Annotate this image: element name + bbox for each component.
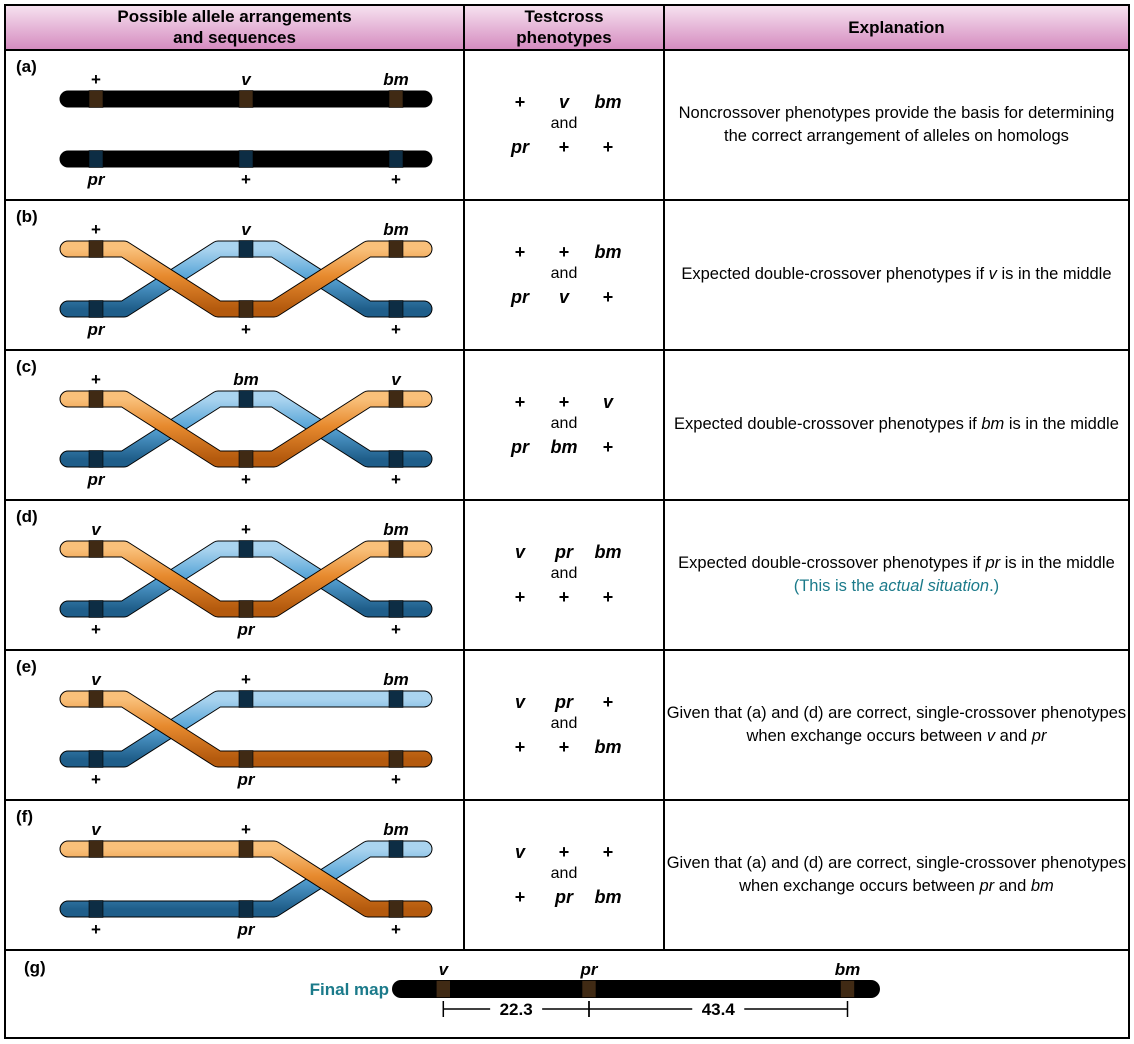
diagram-f: (f) v + bm + pr + bbox=[5, 800, 464, 950]
svg-text:v: v bbox=[391, 370, 402, 389]
svg-text:+: + bbox=[241, 470, 251, 489]
svg-text:bm: bm bbox=[233, 370, 259, 389]
diagram-a: (a) + v bm pr + + bbox=[5, 50, 464, 200]
svg-text:(g): (g) bbox=[24, 958, 46, 977]
svg-text:pr: pr bbox=[237, 620, 256, 639]
svg-text:+: + bbox=[91, 370, 101, 389]
row-label: (a) bbox=[16, 57, 37, 77]
row-label: (b) bbox=[16, 207, 38, 227]
row-label: (d) bbox=[16, 507, 38, 527]
header-diagram: Possible allele arrangementsand sequence… bbox=[5, 5, 464, 50]
phenotypes-b: ++bm and prv+ bbox=[464, 200, 664, 350]
row-label: (e) bbox=[16, 657, 37, 677]
svg-text:pr: pr bbox=[237, 770, 256, 789]
svg-text:pr: pr bbox=[580, 960, 599, 979]
phenotypes-f: v++ and +prbm bbox=[464, 800, 664, 950]
svg-text:v: v bbox=[241, 220, 252, 239]
svg-text:Final map: Final map bbox=[310, 980, 389, 999]
explanation-b: Expected double-crossover phenotypes if … bbox=[664, 200, 1129, 350]
row-label: (f) bbox=[16, 807, 33, 827]
header-row: Possible allele arrangementsand sequence… bbox=[5, 5, 1129, 50]
svg-text:+: + bbox=[91, 220, 101, 239]
phenotypes-a: +vbm and pr++ bbox=[464, 50, 664, 200]
genetics-table: Possible allele arrangementsand sequence… bbox=[4, 4, 1130, 1039]
svg-text:+: + bbox=[91, 70, 101, 89]
explanation-a: Noncrossover phenotypes provide the basi… bbox=[664, 50, 1129, 200]
table-body: (a) + v bm pr + + +vbm and pr++ Noncrossover … bbox=[5, 50, 1129, 1038]
svg-text:v: v bbox=[439, 960, 450, 979]
svg-text:+: + bbox=[241, 670, 251, 689]
svg-text:+: + bbox=[91, 920, 101, 939]
phenotypes-e: vpr+ and ++bm bbox=[464, 650, 664, 800]
diagram-c: (c) + bm v pr + + bbox=[5, 350, 464, 500]
svg-text:pr: pr bbox=[87, 170, 106, 189]
header-expl: Explanation bbox=[664, 5, 1129, 50]
svg-text:bm: bm bbox=[383, 70, 409, 89]
explanation-f: Given that (a) and (d) are correct, sing… bbox=[664, 800, 1129, 950]
svg-text:+: + bbox=[91, 770, 101, 789]
table-row-g: v pr bm 22.3 43.4 (g) Final map bbox=[5, 950, 1129, 1038]
svg-text:v: v bbox=[91, 520, 102, 539]
svg-text:+: + bbox=[391, 620, 401, 639]
phenotypes-d: vprbm and +++ bbox=[464, 500, 664, 650]
diagram-d: (d) v + bm + pr + bbox=[5, 500, 464, 650]
table-row-f: (f) v + bm + pr + v++ and +prbm Given that (a… bbox=[5, 800, 1129, 950]
svg-text:+: + bbox=[391, 470, 401, 489]
final-map: v pr bm 22.3 43.4 (g) Final map bbox=[5, 950, 1129, 1038]
svg-text:bm: bm bbox=[835, 960, 861, 979]
svg-text:+: + bbox=[391, 770, 401, 789]
svg-text:43.4: 43.4 bbox=[702, 1000, 736, 1019]
svg-text:bm: bm bbox=[383, 520, 409, 539]
diagram-b: (b) + v bm pr + + bbox=[5, 200, 464, 350]
svg-text:bm: bm bbox=[383, 670, 409, 689]
explanation-d: Expected double-crossover phenotypes if … bbox=[664, 500, 1129, 650]
explanation-c: Expected double-crossover phenotypes if … bbox=[664, 350, 1129, 500]
svg-text:+: + bbox=[391, 320, 401, 339]
svg-text:v: v bbox=[241, 70, 252, 89]
svg-text:+: + bbox=[91, 620, 101, 639]
svg-text:+: + bbox=[391, 170, 401, 189]
svg-text:bm: bm bbox=[383, 820, 409, 839]
explanation-e: Given that (a) and (d) are correct, sing… bbox=[664, 650, 1129, 800]
phenotypes-c: ++v and prbm+ bbox=[464, 350, 664, 500]
table-row-b: (b) + v bm pr + + ++bm and prv+ Expected doub… bbox=[5, 200, 1129, 350]
svg-text:v: v bbox=[91, 820, 102, 839]
svg-text:pr: pr bbox=[87, 470, 106, 489]
table-row-a: (a) + v bm pr + + +vbm and pr++ Noncrossover … bbox=[5, 50, 1129, 200]
row-label: (c) bbox=[16, 357, 37, 377]
svg-text:+: + bbox=[391, 920, 401, 939]
table-row-e: (e) v + bm + pr + vpr+ and ++bm Given that (a… bbox=[5, 650, 1129, 800]
svg-text:pr: pr bbox=[87, 320, 106, 339]
svg-text:22.3: 22.3 bbox=[500, 1000, 533, 1019]
table-row-d: (d) v + bm + pr + vprbm and +++ Expected doub… bbox=[5, 500, 1129, 650]
svg-text:+: + bbox=[241, 820, 251, 839]
svg-text:pr: pr bbox=[237, 920, 256, 939]
svg-text:+: + bbox=[241, 170, 251, 189]
svg-text:bm: bm bbox=[383, 220, 409, 239]
svg-text:+: + bbox=[241, 520, 251, 539]
svg-text:+: + bbox=[241, 320, 251, 339]
table-row-c: (c) + bm v pr + + ++v and prbm+ Expected doub… bbox=[5, 350, 1129, 500]
diagram-e: (e) v + bm + pr + bbox=[5, 650, 464, 800]
header-pheno: Testcrossphenotypes bbox=[464, 5, 664, 50]
svg-text:v: v bbox=[91, 670, 102, 689]
